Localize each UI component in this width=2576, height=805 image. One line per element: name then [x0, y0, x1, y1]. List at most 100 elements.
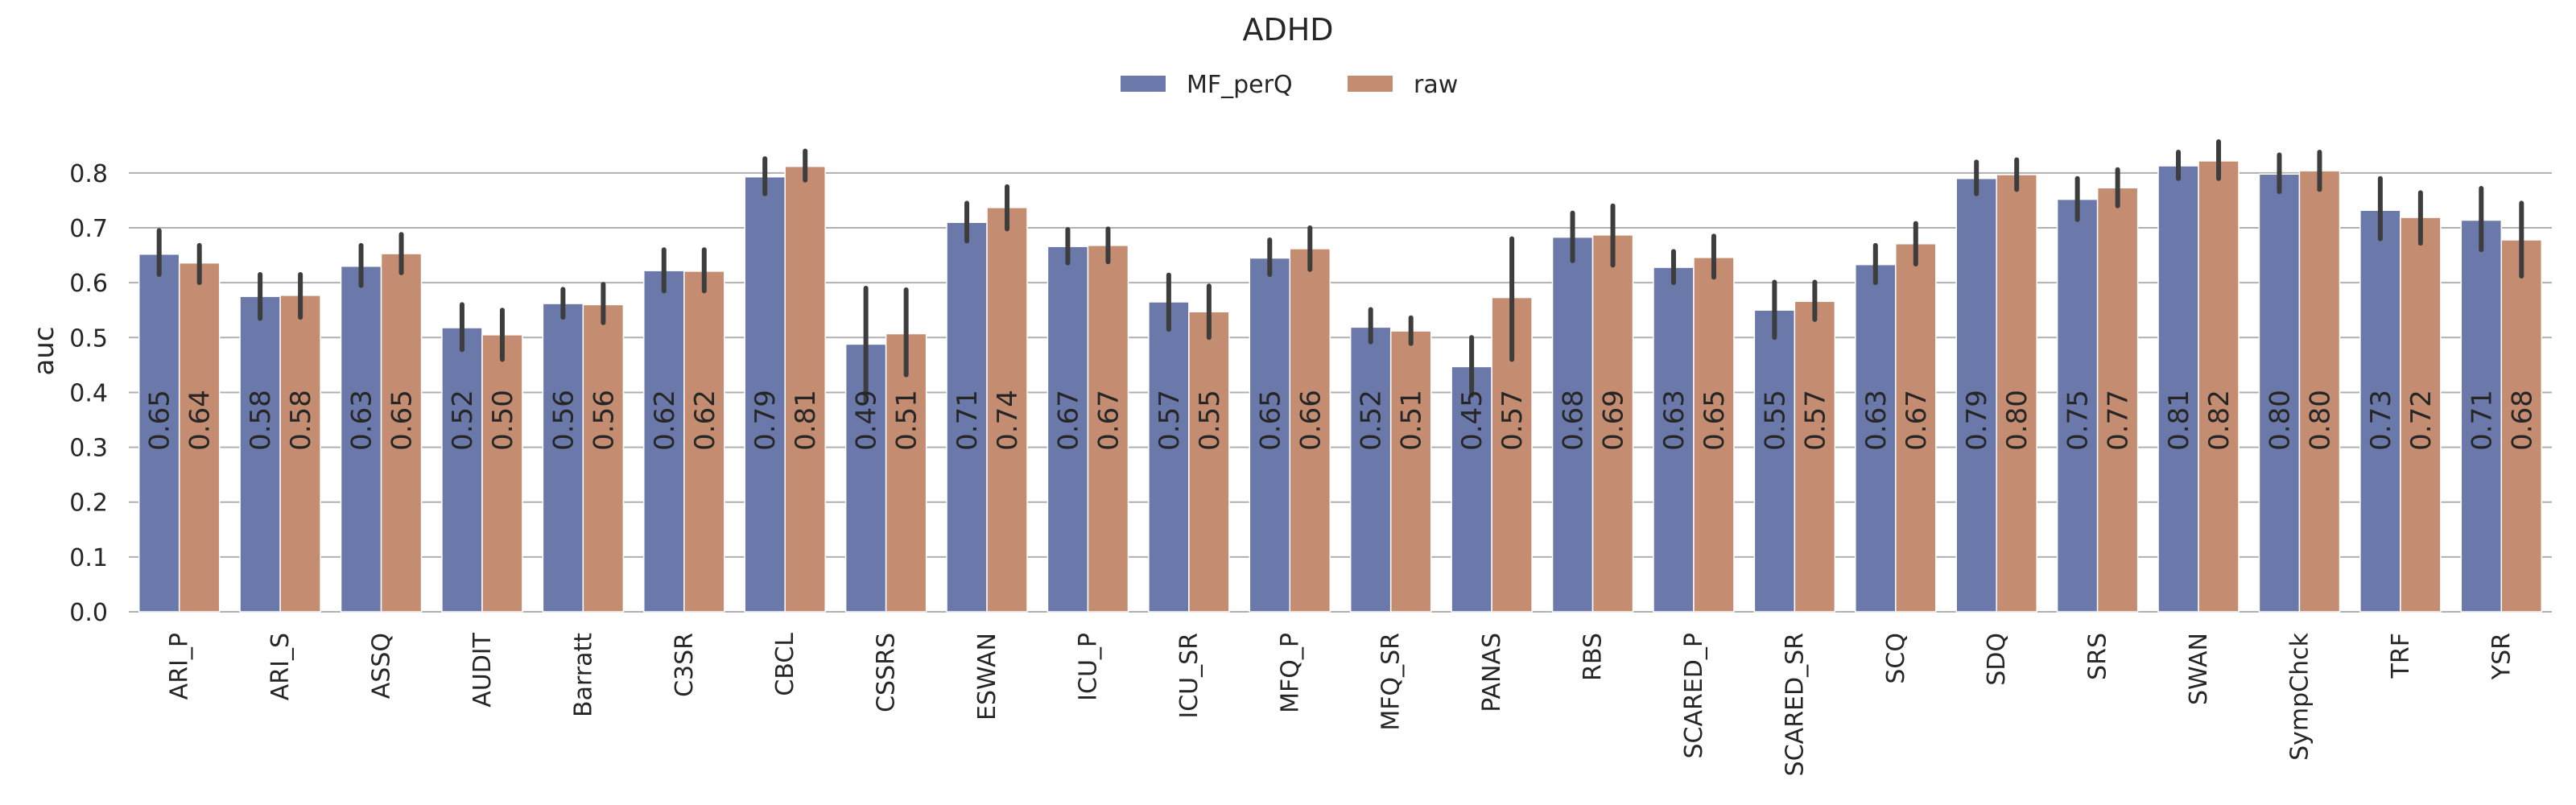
- legend: MF_perQ raw: [1121, 71, 1458, 99]
- value-label: 0.62: [649, 390, 681, 451]
- value-label: 0.79: [1961, 390, 1993, 451]
- value-label: 0.67: [1901, 390, 1933, 451]
- x-tick-label: SCARED_P: [1680, 633, 1708, 759]
- x-tick-label: ESWAN: [973, 633, 1001, 720]
- value-label: 0.72: [2405, 390, 2438, 451]
- value-label: 0.79: [749, 390, 782, 451]
- value-label: 0.52: [447, 390, 479, 451]
- bar-mf-perq: [2258, 173, 2301, 613]
- value-label: 0.74: [992, 390, 1024, 451]
- y-tick-label: 0.4: [69, 379, 108, 407]
- value-label: 0.71: [952, 390, 984, 451]
- x-tick-label: ASSQ: [368, 633, 396, 699]
- value-label: 0.71: [2466, 390, 2498, 451]
- legend-label-raw: raw: [1414, 71, 1458, 99]
- value-label: 0.81: [2163, 390, 2195, 451]
- bar-mf-perq: [643, 270, 685, 613]
- x-tick-label: MFQ_P: [1276, 633, 1304, 713]
- bar-mf-perq: [239, 295, 281, 613]
- bar-raw: [1188, 311, 1230, 613]
- value-label: 0.67: [1092, 390, 1125, 451]
- bar-raw: [1289, 248, 1331, 613]
- bar-raw: [2198, 160, 2240, 613]
- value-label: 0.69: [1598, 390, 1630, 451]
- x-ticks-layer: ARI_P ARI_S ASSQ AUDIT Barratt C3SR CBCL CSSRS E…: [166, 632, 2516, 776]
- value-label: 0.63: [1860, 390, 1893, 451]
- value-label: 0.51: [891, 390, 923, 451]
- value-label: 0.73: [2365, 390, 2397, 451]
- value-label: 0.65: [1699, 390, 1731, 451]
- bar-raw: [380, 253, 423, 613]
- error-bars-layer: [156, 139, 2524, 403]
- value-label: 0.51: [1396, 390, 1428, 451]
- x-tick-label: CBCL: [771, 633, 799, 696]
- y-tick-label: 0.3: [69, 435, 108, 463]
- x-tick-label: ARI_P: [166, 633, 194, 700]
- value-label: 0.81: [790, 390, 822, 451]
- bar-mf-perq: [2460, 219, 2503, 613]
- value-label: 0.57: [1799, 390, 1831, 451]
- value-label: 0.65: [144, 390, 176, 451]
- grid-layer: 0.0 0.1 0.2 0.3 0.4 0.5 0.6 0.7 0.8: [69, 160, 2552, 627]
- x-tick-label: SympChck: [2285, 632, 2314, 761]
- bar-raw: [1389, 330, 1432, 613]
- x-tick-label: CSSRS: [873, 633, 901, 712]
- bar-mf-perq: [1148, 301, 1190, 613]
- value-label: 0.68: [1558, 390, 1590, 451]
- value-label: 0.80: [2304, 390, 2336, 451]
- value-label: 0.77: [2103, 390, 2135, 451]
- x-tick-label: SCQ: [1882, 633, 1910, 684]
- value-label: 0.58: [245, 390, 277, 451]
- bar-raw: [279, 295, 321, 613]
- x-tick-label: TRF: [2387, 633, 2415, 679]
- value-label: 0.55: [1759, 390, 1791, 451]
- x-tick-label: RBS: [1579, 633, 1608, 681]
- value-label: 0.75: [2062, 390, 2095, 451]
- bar-raw: [582, 303, 625, 613]
- bar-raw: [885, 332, 927, 613]
- bar-raw: [2400, 217, 2442, 613]
- value-label: 0.49: [851, 390, 883, 451]
- x-tick-label: SCARED_SR: [1781, 633, 1809, 776]
- value-label: 0.68: [2506, 390, 2538, 451]
- bars-layer: [138, 160, 2543, 613]
- value-label: 0.56: [547, 390, 580, 451]
- bar-mf-perq: [946, 221, 988, 613]
- value-label: 0.65: [386, 390, 419, 451]
- x-tick-label: SRS: [2084, 633, 2112, 680]
- bar-mf-perq: [1551, 236, 1594, 613]
- value-label: 0.45: [1456, 390, 1488, 451]
- value-label: 0.67: [1052, 390, 1084, 451]
- y-axis-label: auc: [28, 326, 60, 375]
- bar-mf-perq: [1653, 266, 1695, 613]
- x-tick-label: Barratt: [569, 633, 597, 717]
- y-tick-label: 0.0: [69, 599, 108, 627]
- y-tick-label: 0.8: [69, 160, 108, 188]
- value-label: 0.63: [346, 390, 378, 451]
- value-label: 0.64: [184, 390, 217, 451]
- value-label: 0.62: [689, 390, 721, 451]
- y-tick-label: 0.1: [69, 544, 108, 572]
- value-label: 0.55: [1194, 390, 1226, 451]
- value-label: 0.80: [2264, 390, 2296, 451]
- value-labels-layer: 0.65 0.64 0.58 0.58 0.63 0.65 0.52 0.50 0.56 0.56…: [144, 390, 2539, 451]
- bar-raw: [2298, 170, 2341, 613]
- x-tick-label: SWAN: [2185, 633, 2213, 705]
- value-label: 0.57: [1496, 390, 1529, 451]
- x-tick-label: PANAS: [1478, 633, 1506, 712]
- chart-title: ADHD: [1242, 12, 1333, 47]
- value-label: 0.65: [1254, 390, 1286, 451]
- bar-mf-perq: [1249, 257, 1291, 613]
- bar-raw: [1895, 243, 1937, 613]
- value-label: 0.80: [2001, 390, 2033, 451]
- bar-mf-perq: [340, 265, 382, 613]
- value-label: 0.58: [285, 390, 317, 451]
- bar-mf-perq: [1349, 326, 1392, 613]
- value-label: 0.52: [1356, 390, 1388, 451]
- bar-mf-perq: [2157, 165, 2199, 613]
- x-tick-label: ICU_P: [1074, 633, 1102, 701]
- bar-mf-perq: [2359, 209, 2401, 613]
- value-label: 0.56: [588, 390, 620, 451]
- x-tick-label: ARI_S: [266, 633, 295, 700]
- bar-raw: [178, 262, 221, 613]
